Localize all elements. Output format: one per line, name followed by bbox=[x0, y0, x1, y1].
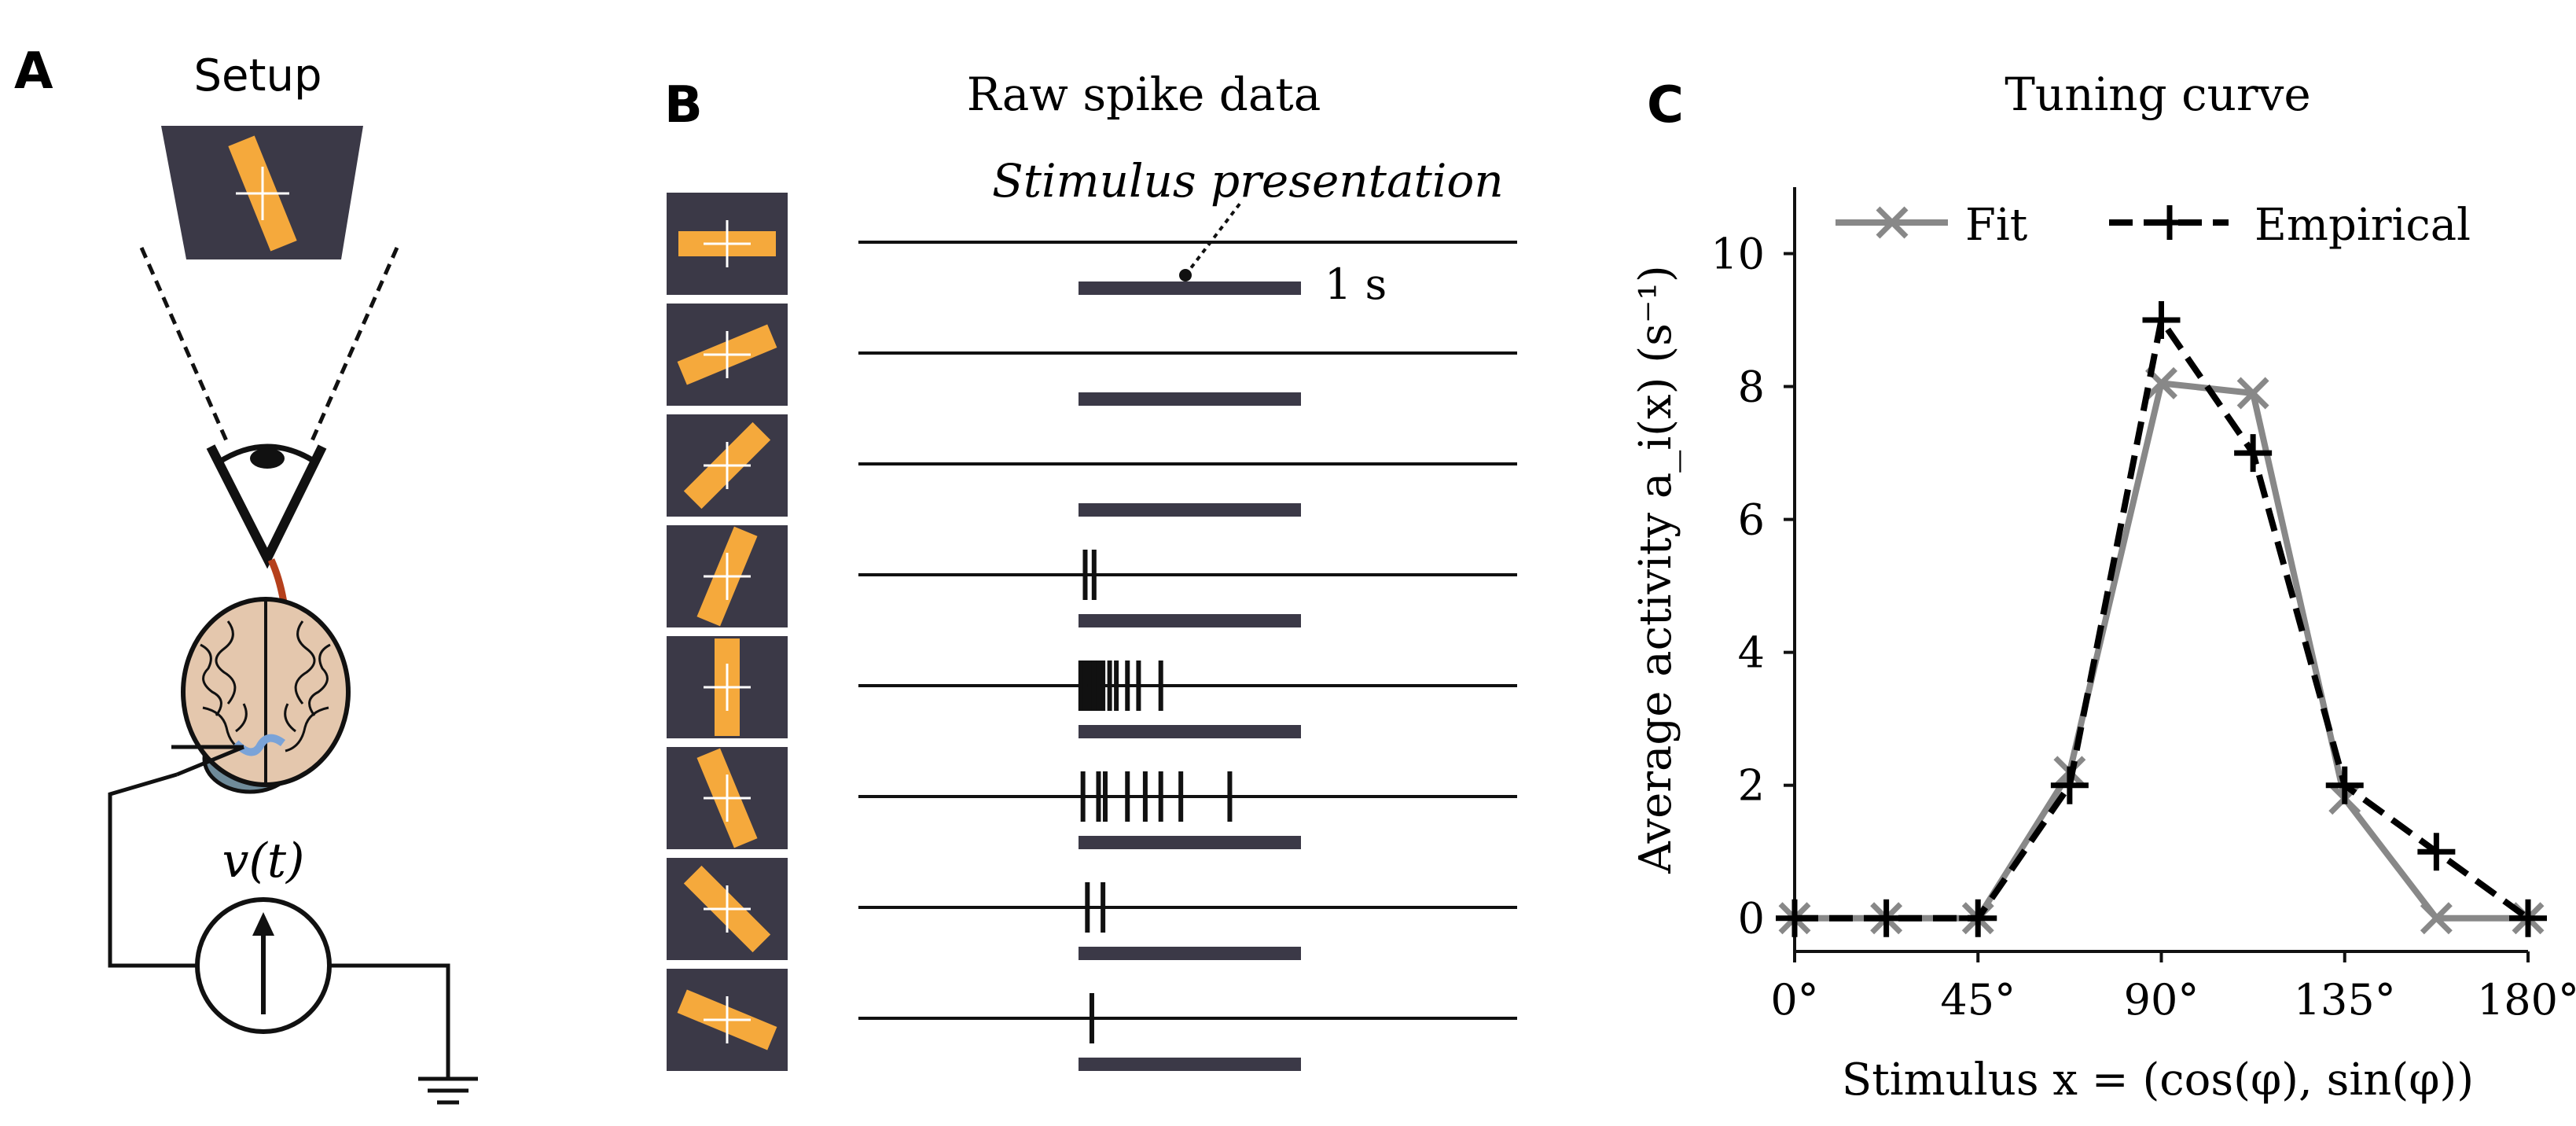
y-tick-label: 0 bbox=[1738, 894, 1765, 944]
y-tick-label: 10 bbox=[1711, 230, 1765, 279]
legend-fit-marker bbox=[1876, 206, 1909, 239]
monitor-screen bbox=[161, 126, 363, 259]
panel-c-letter: C bbox=[1647, 76, 1684, 134]
x-tick-label: 90° bbox=[2124, 975, 2199, 1025]
panel-b-letter: B bbox=[664, 76, 703, 134]
panel-a-title: Setup bbox=[194, 50, 322, 101]
chart-title: Tuning curve bbox=[2005, 68, 2311, 121]
view-line-left bbox=[139, 246, 230, 446]
empirical-point bbox=[1776, 899, 1813, 937]
trial-row bbox=[667, 969, 1517, 1071]
trial-row bbox=[667, 525, 1517, 627]
fit-point bbox=[2236, 377, 2269, 410]
fit-series-line bbox=[1795, 379, 2528, 922]
panel-a: A Setup bbox=[14, 42, 478, 1105]
x-ticks: 0° 45° 90° 135° 180° bbox=[1770, 951, 2576, 1025]
y-tick-label: 8 bbox=[1738, 362, 1765, 412]
annotation-dot bbox=[1179, 269, 1192, 282]
eye-icon bbox=[206, 443, 327, 569]
empirical-point bbox=[1867, 899, 1905, 937]
x-tick-label: 45° bbox=[1940, 975, 2016, 1025]
stimulus-duration-bar bbox=[1079, 1058, 1301, 1071]
legend-fit-label: Fit bbox=[1965, 200, 2028, 251]
stimulus-duration-bar bbox=[1079, 836, 1301, 849]
stimulus-duration-bar bbox=[1079, 947, 1301, 960]
legend-empirical-label: Empirical bbox=[2254, 200, 2471, 251]
y-tick-label: 4 bbox=[1738, 628, 1765, 678]
legend-empirical-marker bbox=[2152, 205, 2187, 240]
stimulus-duration-bar bbox=[1079, 614, 1301, 627]
y-tick-label: 2 bbox=[1738, 761, 1765, 811]
stimulus-duration-bar bbox=[1079, 392, 1301, 406]
stimulus-annotation: Stimulus presentation bbox=[992, 154, 1504, 208]
empirical-point bbox=[2234, 434, 2273, 473]
empirical-point bbox=[2509, 899, 2547, 937]
view-line-right bbox=[308, 246, 399, 446]
y-tick-label: 6 bbox=[1738, 495, 1765, 545]
annotation-pointer bbox=[1184, 201, 1242, 277]
stimulus-duration-bar bbox=[1079, 725, 1301, 738]
empirical-point bbox=[2050, 766, 2089, 804]
x-tick-label: 135° bbox=[2294, 975, 2396, 1025]
trial-row bbox=[667, 636, 1517, 738]
empirical-point bbox=[2417, 833, 2456, 871]
stimulus-duration-bar bbox=[1079, 503, 1301, 517]
trial-row bbox=[667, 414, 1517, 517]
y-axis-label: Average activity a_i(x) (s⁻¹) bbox=[1630, 265, 1681, 874]
trial-row bbox=[667, 193, 1517, 295]
x-axis-label: Stimulus x = (cos(φ), sin(φ)) bbox=[1842, 1054, 2474, 1106]
trial-rows bbox=[667, 193, 1517, 1071]
signal-label: v(t) bbox=[222, 833, 305, 889]
empirical-series-line bbox=[1795, 311, 2530, 922]
y-ticks: 0 2 4 6 8 10 bbox=[1711, 230, 1795, 944]
chart-series bbox=[1776, 301, 2547, 937]
stimulus-duration-bar bbox=[1079, 282, 1301, 295]
empirical-point bbox=[2142, 301, 2181, 340]
x-tick-label: 0° bbox=[1770, 975, 1818, 1025]
panel-b: B Raw spike data Stimulus presentation 1… bbox=[664, 68, 1517, 1071]
x-tick-label: 180° bbox=[2477, 975, 2576, 1025]
scale-label: 1 s bbox=[1325, 259, 1387, 309]
trial-row bbox=[667, 858, 1517, 960]
recording-circuit bbox=[108, 745, 478, 1105]
fit-point bbox=[2420, 902, 2453, 935]
brain-icon bbox=[181, 597, 351, 794]
chart-legend: Fit Empirical bbox=[1836, 200, 2471, 251]
panel-a-letter: A bbox=[14, 42, 53, 101]
empirical-point bbox=[1959, 899, 1997, 937]
panel-b-title: Raw spike data bbox=[967, 68, 1321, 121]
trial-row bbox=[667, 747, 1517, 849]
trial-row bbox=[667, 304, 1517, 406]
empirical-point bbox=[2325, 766, 2364, 804]
